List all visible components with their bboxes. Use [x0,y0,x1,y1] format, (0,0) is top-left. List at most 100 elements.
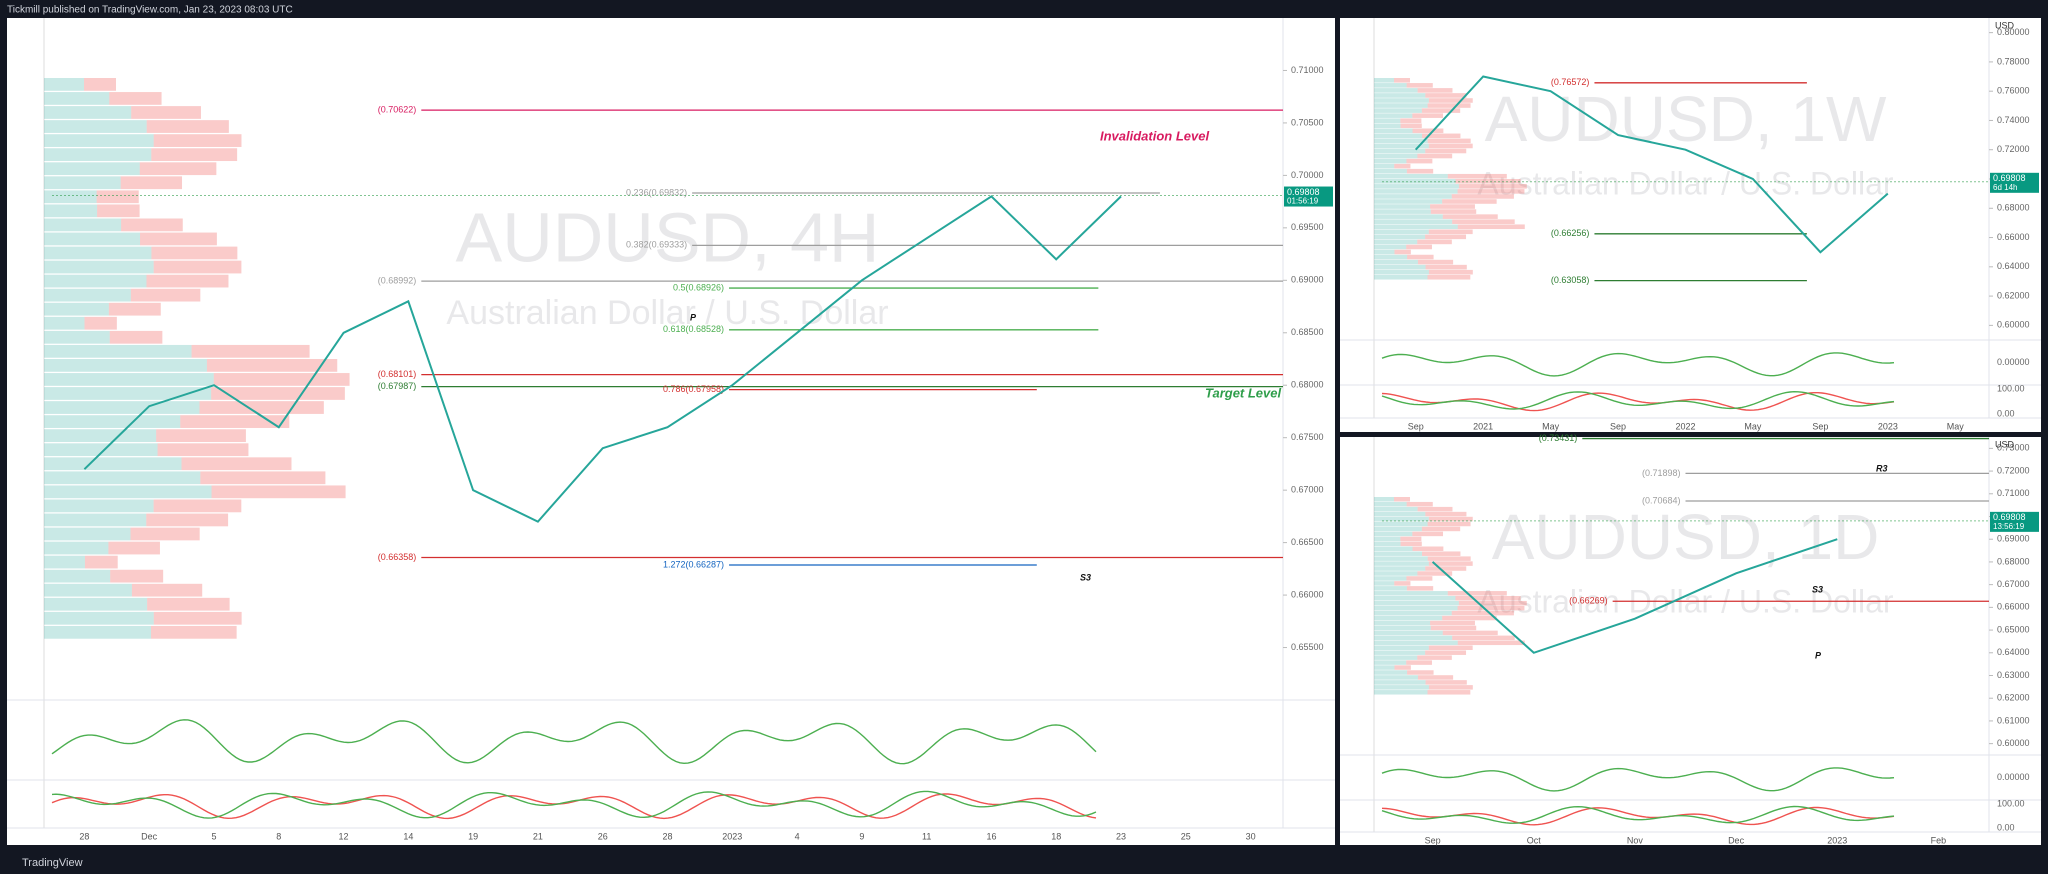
volume-profile-bar [1374,605,1458,611]
volume-profile-bar [1374,219,1453,224]
volume-profile-bar [1374,194,1452,199]
volume-profile-bar [1394,665,1411,670]
panel-bg [1340,18,2041,432]
oscillator-line [1381,390,1895,410]
volume-profile-bar [121,218,183,232]
volume-profile-bar [153,499,242,513]
volume-profile-bar [1374,184,1459,189]
price-level-label: 0.786(0.67958) [663,384,724,394]
volume-profile-bar [1430,620,1475,626]
volume-profile-bar [44,387,212,400]
volume-profile-bar [1374,680,1426,685]
oscillator-label: 100.00 [1997,798,2025,808]
volume-profile-bar [1374,625,1431,631]
y-tick-label: 0.63000 [1997,670,2030,680]
x-tick-label: 30 [1246,831,1256,841]
volume-profile-bar [1407,254,1434,260]
volume-profile-bar [44,274,147,288]
volume-profile-bar [109,92,162,105]
x-tick-label: 11 [922,831,931,841]
x-tick-label: 2023 [1878,421,1898,431]
oscillator-label: 0.00000 [1997,772,2030,782]
volume-profile-bar [1425,566,1467,571]
x-tick-label: Dec [1728,835,1745,845]
volume-profile-bar [1374,501,1407,507]
volume-profile-bar [1427,690,1471,695]
x-tick-label: 14 [403,831,413,841]
price-level-label: (0.71898) [1642,468,1681,478]
x-tick-label: 28 [79,831,89,841]
volume-profile-bar [44,415,181,428]
volume-profile-bar [1428,561,1473,566]
volume-profile-bar [1394,581,1411,586]
header-title: Tickmill published on TradingView.com, J… [7,5,293,16]
volume-profile-bar [139,162,217,176]
volume-profile-bar [44,78,84,91]
volume-profile-bar [1374,561,1429,566]
volume-profile-bar [156,429,246,443]
volume-profile-bar [1428,229,1473,235]
volume-profile-bar [1374,269,1429,275]
volume-profile-bar [1428,685,1473,690]
volume-profile-bar [1374,610,1452,616]
volume-profile-bar [1374,143,1429,149]
unit-label: USD [1995,20,2015,30]
volume-profile-bar [44,569,111,583]
volume-profile-bar [1374,546,1413,551]
y-tick-label: 0.61000 [1997,715,2030,725]
price-level-label: (0.66256) [1551,228,1590,238]
annotation: P [1815,650,1822,660]
volume-profile-bar [1394,163,1411,169]
volume-profile-bar [1430,209,1477,214]
x-tick-label: 18 [1051,831,1061,841]
volume-profile-bar [146,120,229,133]
volume-profile-bar [1412,113,1444,118]
volume-profile-bar [1374,133,1423,139]
volume-profile-bar [1422,133,1461,139]
volume-profile-bar [1427,556,1471,561]
price-level-label: (0.70622) [378,104,417,114]
volume-profile-bar [1422,551,1461,556]
volume-profile-bar [1425,680,1467,685]
volume-profile-bar [1451,610,1514,616]
volume-profile-bar [1374,93,1426,98]
x-tick-label: 28 [662,831,672,841]
x-tick-label: Sep [1610,421,1626,431]
price-level-label: (0.70684) [1642,495,1681,505]
volume-profile-bar [1374,615,1443,621]
y-tick-label: 0.66000 [1291,589,1324,599]
volume-profile-bar [1374,531,1413,537]
volume-profile-bar [1400,536,1422,542]
volume-profile-bar [44,92,110,105]
volume-profile-bar [211,387,345,400]
volume-profile-bar [1407,670,1434,675]
x-tick-label: May [1947,421,1965,431]
price-level-label: (0.63058) [1551,275,1590,285]
volume-profile-bar [1412,128,1444,134]
volume-profile-bar [1374,690,1428,695]
volume-profile-bar [1428,645,1473,650]
annotation: R3 [1876,463,1888,473]
volume-profile-bar [1425,264,1467,270]
y-tick-label: 0.73000 [1997,443,2030,453]
price-level-label: 0.236(0.69832) [626,187,687,197]
chart-panel: AUDUSD, 4H Australian Dollar / U.S. Dolla… [7,18,1335,845]
volume-profile-bar [44,316,85,330]
volume-profile-bar [1442,199,1497,204]
unit-label: USD [1995,439,2015,449]
volume-profile-bar [1374,234,1426,240]
oscillator-label: 0.00 [1997,822,2015,832]
volume-profile-bar [1374,645,1429,650]
volume-profile-bar [1374,173,1448,179]
volume-profile-bar [1417,571,1453,576]
y-tick-label: 0.78000 [1997,56,2030,66]
volume-profile-bar [213,373,350,386]
volume-profile-bar [44,359,207,372]
volume-profile-bar [1374,199,1443,204]
y-tick-label: 0.70500 [1291,117,1324,127]
y-tick-label: 0.72000 [1997,465,2030,475]
volume-profile-bar [1374,244,1407,250]
volume-profile-bar [1374,274,1428,280]
volume-profile-bar [1458,184,1527,189]
